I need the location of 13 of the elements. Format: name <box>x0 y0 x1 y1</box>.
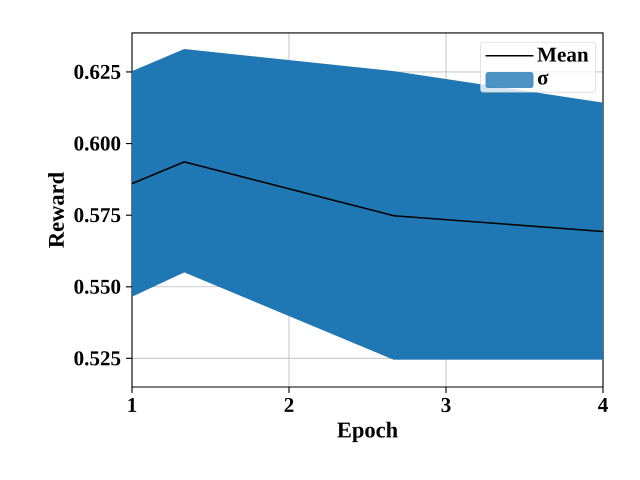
y-tick-label: 0.550 <box>74 280 120 294</box>
legend-label: Mean <box>537 48 588 62</box>
y-tick-label: 0.625 <box>74 64 120 80</box>
x-tick-label: 2 <box>284 398 294 412</box>
x-tick-label: 3 <box>442 398 451 412</box>
y-tick-label: 0.525 <box>74 351 120 366</box>
y-axis-title: Reward <box>48 172 64 248</box>
x-tick-label: 4 <box>598 398 608 412</box>
y-tick-label: 0.600 <box>74 136 120 151</box>
legend-label: σ <box>538 74 548 85</box>
x-tick-label: 1 <box>128 398 136 412</box>
x-axis-title: Epoch <box>337 422 398 442</box>
y-tick-label: 0.575 <box>74 208 120 222</box>
